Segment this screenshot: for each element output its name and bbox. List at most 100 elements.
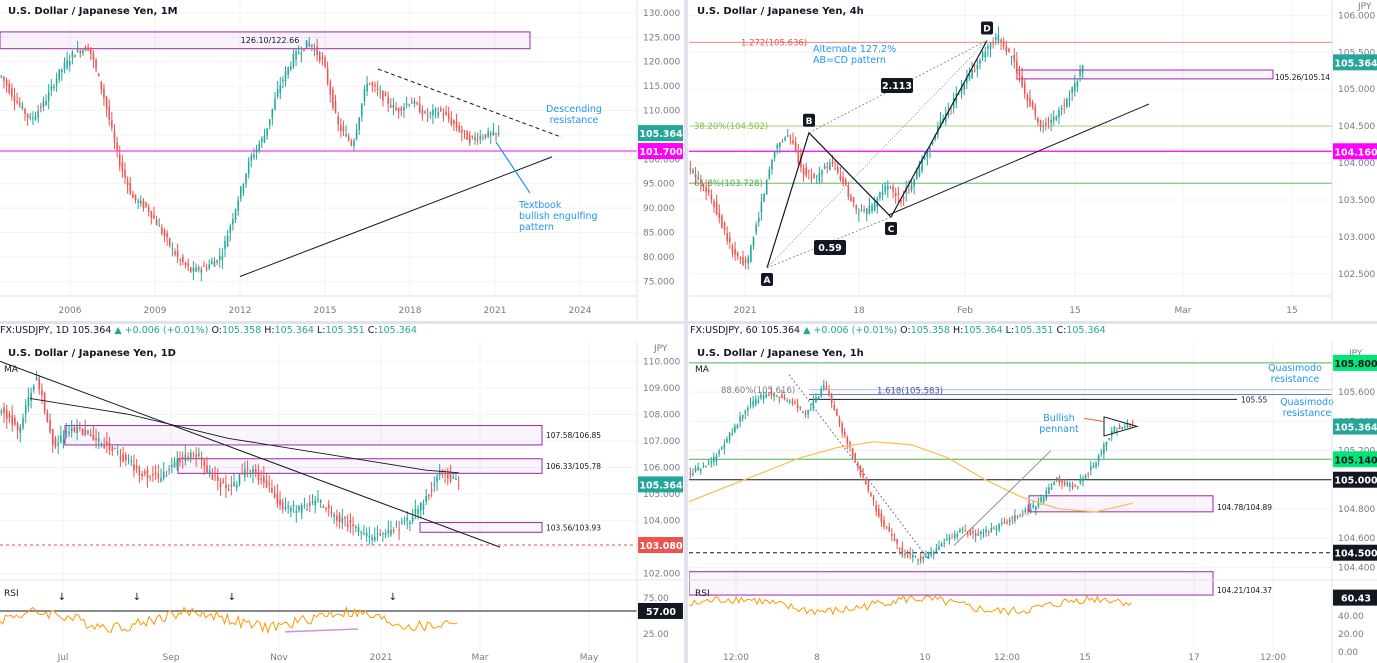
- monthly-candle: [32, 111, 34, 125]
- monthly-candle: [126, 176, 129, 194]
- daily-candle: [33, 384, 35, 394]
- monthly-annot-text-3: pattern: [519, 222, 554, 233]
- daily-candle: [244, 461, 246, 482]
- h1-annot-pennant-2: pennant: [1039, 424, 1079, 435]
- h1-ma-label: MA: [695, 365, 710, 375]
- daily-candle: [311, 493, 314, 506]
- h1-candle: [972, 526, 974, 540]
- h1-x-tick: 12:00: [723, 653, 749, 663]
- daily-candle: [290, 505, 292, 518]
- daily-candle: [217, 468, 219, 491]
- monthly-candle: [13, 88, 16, 111]
- h4-candle: [702, 183, 705, 192]
- monthly-candle: [232, 213, 234, 231]
- h1-zone: [689, 571, 1214, 596]
- h1-rsi-level-label-bg: [1333, 589, 1377, 606]
- h4-candle: [1031, 99, 1034, 110]
- h1-candle: [739, 411, 741, 428]
- daily-candle: [73, 424, 76, 433]
- monthly-candle: [408, 103, 410, 107]
- daily-chart-panel[interactable]: JPY MA 107.58/106.85 106.33/105.78 103.56/10…: [0, 342, 683, 663]
- daily-candle: [349, 513, 352, 533]
- h1-axis-unit: JPY: [1348, 349, 1363, 359]
- daily-candle: [246, 460, 249, 478]
- h1-candles: [689, 379, 1134, 566]
- h1-chart-svg: JPY MA 88.60%(105.616) 1.618(105.583) 105.55…: [689, 342, 1377, 663]
- h1-candle: [731, 427, 733, 437]
- daily-candle: [371, 534, 373, 546]
- monthly-candle: [340, 118, 342, 138]
- h1-candle: [828, 384, 830, 398]
- monthly-chart-panel[interactable]: 126.10/122.66 Descending resistance Textboo…: [0, 0, 683, 321]
- daily-candle: [187, 452, 189, 462]
- h1-current-price-bg: [1333, 418, 1377, 435]
- h4-candle: [1039, 119, 1042, 132]
- monthly-candle: [453, 119, 455, 131]
- daily-zone-label: 103.56/103.93: [546, 523, 601, 532]
- h4-candle: [779, 141, 781, 154]
- daily-candle: [333, 512, 335, 524]
- h4-candle: [968, 67, 971, 82]
- h4-candle: [839, 166, 842, 182]
- monthly-y-tick: 90.000: [643, 204, 675, 214]
- h1-candle: [891, 528, 893, 542]
- monthly-candle: [268, 118, 271, 130]
- h1-rsi-y-tick: 20.00: [1338, 630, 1364, 640]
- h4-chart-panel[interactable]: JPY 1.272(105.636) 38.20%(104.502) 61.8%(10…: [689, 0, 1377, 321]
- h1-candle: [783, 394, 786, 401]
- h1-rsi-y-tick: 0.00: [1338, 648, 1358, 658]
- h4-x-tick: 15: [1286, 306, 1297, 316]
- daily-candle: [3, 402, 5, 424]
- daily-candle: [330, 505, 333, 518]
- h4-candle: [966, 69, 968, 90]
- monthly-candle: [455, 113, 458, 132]
- h4-x-tick: 15: [1069, 306, 1080, 316]
- daily-candle: [208, 465, 211, 478]
- h1-candle: [1048, 483, 1050, 495]
- h4-x-tick: Feb: [957, 306, 973, 316]
- h4-candle: [860, 204, 863, 212]
- monthly-candle: [332, 86, 334, 111]
- h1-candle: [843, 428, 846, 439]
- daily-candle: [314, 495, 317, 514]
- monthly-candle: [245, 172, 247, 188]
- monthly-candle: [382, 89, 384, 107]
- h4-candle: [913, 178, 915, 195]
- monthly-candle: [450, 111, 453, 127]
- monthly-candle: [40, 102, 42, 113]
- daily-candle: [27, 387, 30, 412]
- daily-candle: [341, 508, 344, 530]
- monthly-candle: [463, 130, 466, 139]
- h1-candle: [781, 389, 783, 399]
- daily-rsi-arrow-icon: ↓: [228, 592, 236, 603]
- daily-level-label-bg: [638, 537, 683, 554]
- daily-axis-unit: JPY: [653, 344, 668, 354]
- monthly-candle: [271, 108, 274, 126]
- h4-candle: [1063, 98, 1066, 114]
- h4-candle: [734, 241, 736, 261]
- h1-annot-qm1-2: resistance: [1271, 374, 1320, 385]
- monthly-candle: [79, 48, 82, 58]
- h1-candle: [914, 555, 917, 558]
- monthly-candle: [311, 44, 313, 52]
- monthly-candle: [90, 47, 92, 61]
- monthly-candle: [316, 38, 318, 62]
- monthly-candle: [55, 72, 58, 92]
- h4-candle: [1016, 51, 1018, 81]
- monthly-candle: [203, 261, 205, 268]
- monthly-candle: [111, 112, 113, 132]
- h1-candle: [1021, 509, 1024, 518]
- daily-candle: [260, 470, 262, 485]
- h4-candle: [689, 160, 692, 175]
- daily-candle: [219, 477, 222, 496]
- h1-candle: [741, 414, 744, 422]
- h4-candle: [981, 50, 984, 62]
- h4-ratio-label: 0.59: [818, 243, 841, 254]
- h1-chart-panel[interactable]: JPY MA 88.60%(105.616) 1.618(105.583) 105.55…: [689, 342, 1377, 663]
- daily-candle: [138, 465, 141, 484]
- monthly-candle: [95, 57, 97, 73]
- daily-candle: [254, 463, 257, 478]
- daily-candle: [84, 419, 87, 437]
- daily-candle: [119, 448, 122, 467]
- h4-candle: [1037, 116, 1039, 126]
